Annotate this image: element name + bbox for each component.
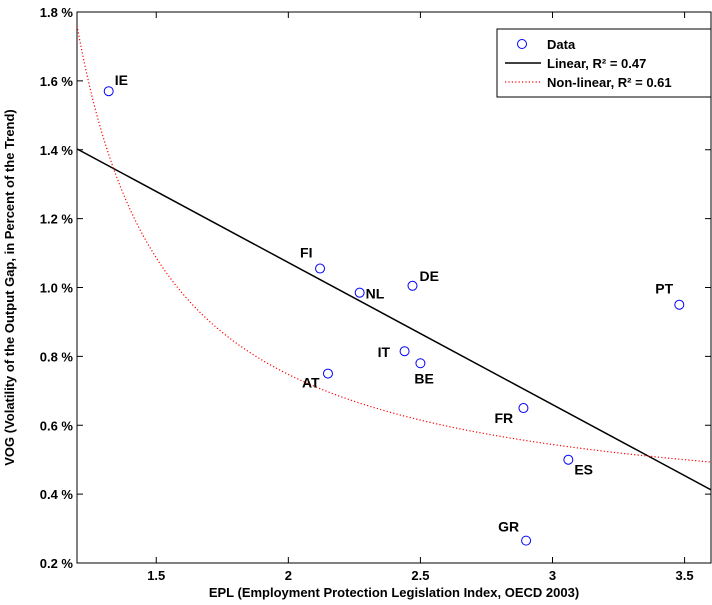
x-tick-label: 2 — [285, 568, 292, 583]
point-labels: IE FI NL DE IT BE AT FR ES GR PT — [115, 72, 674, 534]
legend-data-marker-icon — [517, 39, 527, 49]
data-point-es — [563, 454, 574, 465]
data-point-de — [407, 280, 418, 291]
fit-lines — [77, 25, 711, 491]
point-label-gr: GR — [498, 519, 519, 535]
data-point-pt — [674, 299, 685, 310]
point-label-be: BE — [414, 370, 433, 386]
legend: Data Linear, R² = 0.47 Non-linear, R² = … — [496, 28, 712, 98]
legend-label-nonlinear: Non-linear, R² = 0.61 — [547, 75, 672, 90]
x-tick-label: 1.5 — [147, 568, 165, 583]
y-tick-label: 1.0 % — [40, 281, 74, 296]
x-tick-label: 2.5 — [411, 568, 429, 583]
y-axis-label: VOG (Volatility of the Output Gap, in Pe… — [2, 109, 17, 466]
data-point-at — [322, 368, 333, 379]
point-label-fr: FR — [494, 410, 513, 426]
x-tick-label: 3.5 — [676, 568, 694, 583]
data-point-it — [399, 346, 410, 357]
point-label-at: AT — [302, 375, 320, 391]
data-point-ie — [103, 86, 114, 97]
y-tick-label: 0.8 % — [40, 349, 74, 364]
data-point-fr — [518, 403, 529, 414]
point-label-ie: IE — [115, 72, 128, 88]
y-tick-label: 1.4 % — [40, 143, 74, 158]
plot-area — [76, 11, 712, 564]
data-point-gr — [521, 535, 532, 546]
y-tick-label: 1.8 % — [40, 5, 74, 20]
y-tick-label: 1.2 % — [40, 212, 74, 227]
data-point-be — [415, 358, 426, 369]
legend-label-data: Data — [547, 37, 576, 52]
y-tick-label: 1.6 % — [40, 74, 74, 89]
y-tick-label: 0.6 % — [40, 418, 74, 433]
data-point-fi — [315, 263, 326, 274]
point-label-es: ES — [574, 462, 593, 478]
x-axis: 1.5 2 2.5 3 3.5 — [147, 12, 694, 583]
point-label-it: IT — [378, 344, 391, 360]
point-label-de: DE — [419, 268, 438, 284]
nonlinear-fit-curve — [77, 25, 711, 463]
y-tick-label: 0.4 % — [40, 487, 74, 502]
y-axis: 0.2 % 0.4 % 0.6 % 0.8 % 1.0 % 1.2 % 1.4 % 1.6 %… — [40, 5, 711, 571]
x-axis-label: EPL (Employment Protection Legislation I… — [209, 585, 579, 600]
linear-fit-line — [77, 148, 711, 491]
data-point-nl — [354, 287, 365, 298]
data-points — [103, 86, 685, 546]
point-label-pt: PT — [655, 281, 673, 297]
point-label-fi: FI — [300, 245, 312, 261]
point-label-nl: NL — [366, 286, 385, 302]
y-tick-label: 0.2 % — [40, 556, 74, 571]
legend-label-linear: Linear, R² = 0.47 — [547, 56, 646, 71]
x-tick-label: 3 — [549, 568, 556, 583]
